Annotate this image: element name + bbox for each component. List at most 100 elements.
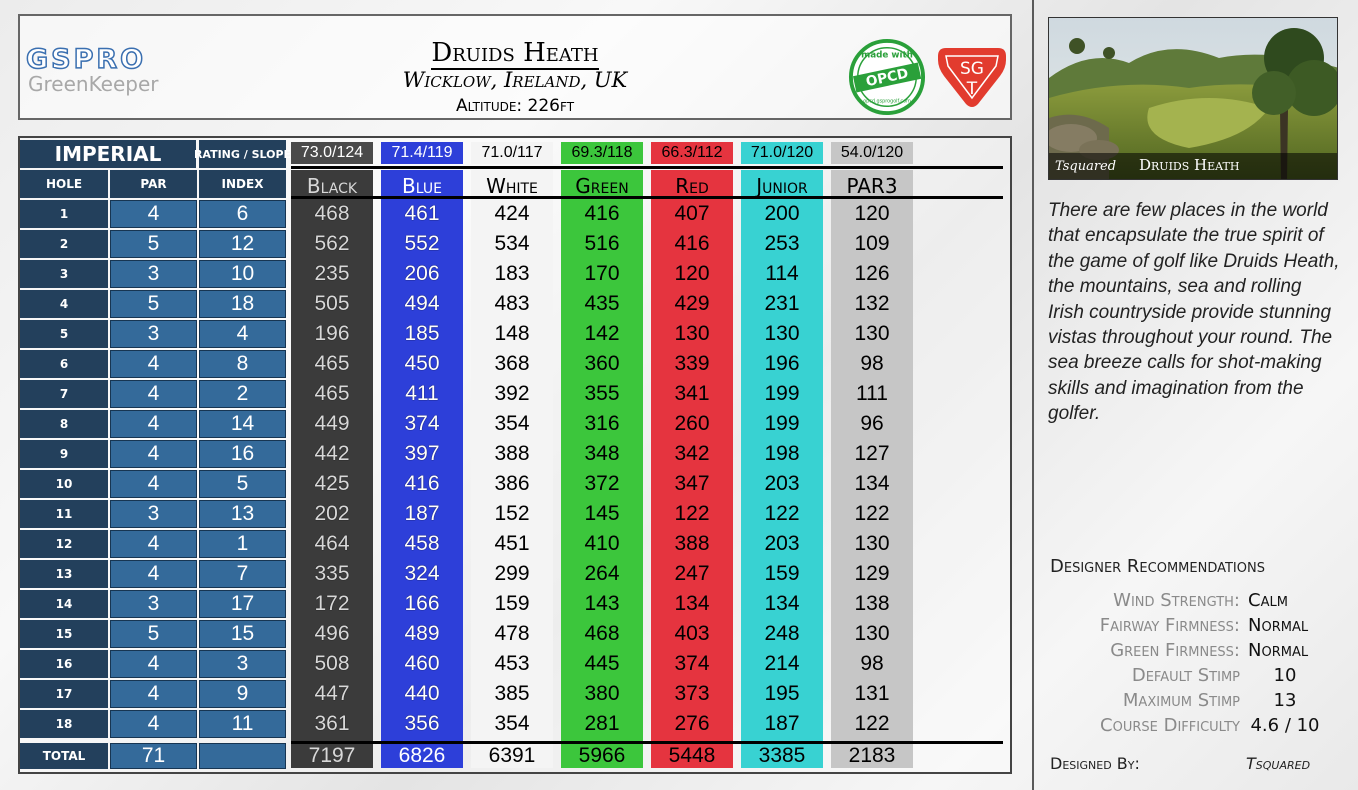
- tee-column-par3: [831, 170, 913, 768]
- hole-number-cell: 18: [20, 710, 108, 738]
- recommendation-label: Fairway Firmness:: [1099, 615, 1240, 636]
- gspro-logo: GSPRO: [25, 43, 147, 76]
- opcd-top-text: made with: [861, 51, 913, 61]
- yardage-cell: 111: [856, 382, 888, 405]
- yardage-cell: 198: [764, 442, 800, 465]
- tee-rating-red: 66.3/112: [651, 142, 733, 164]
- par-cell: 3: [110, 590, 197, 618]
- yardage-cell: 453: [494, 652, 530, 675]
- yardage-cell: 460: [404, 652, 440, 675]
- yardage-total-cell: 5966: [578, 744, 626, 767]
- yardage-cell: 416: [674, 232, 710, 255]
- hole-number-cell: 2: [20, 230, 108, 258]
- yardage-total-cell: 6391: [488, 744, 536, 767]
- tee-name-red: Red: [675, 174, 709, 198]
- index-cell: 13: [199, 500, 286, 528]
- yardage-cell: 130: [764, 322, 800, 345]
- photo-caption-bar: [1049, 153, 1337, 179]
- yardage-cell: 231: [764, 292, 800, 315]
- sgt-sub-text: T: [966, 79, 978, 99]
- yardage-cell: 134: [854, 472, 890, 495]
- tee-rating-blue: 71.4/119: [381, 142, 463, 164]
- par-cell: 3: [110, 260, 197, 288]
- yardage-cell: 407: [674, 202, 710, 225]
- yardage-cell: 122: [854, 712, 890, 735]
- yardage-cell: 347: [674, 472, 710, 495]
- yardage-cell: 435: [584, 292, 620, 315]
- hole-number-cell: 4: [20, 290, 108, 318]
- yardage-cell: 247: [674, 562, 710, 585]
- yardage-cell: 451: [494, 532, 530, 555]
- tee-name-junior: Junior: [756, 174, 808, 198]
- yardage-cell: 172: [314, 592, 350, 615]
- tee-column-green: [561, 170, 643, 768]
- yardage-cell: 203: [764, 532, 800, 555]
- yardage-total-cell: 5448: [668, 744, 716, 767]
- table-rule: [291, 196, 1003, 199]
- recommendation-value: Calm: [1248, 590, 1288, 611]
- hole-number-cell: 14: [20, 590, 108, 618]
- yardage-cell: 461: [404, 202, 440, 225]
- par-cell: 5: [110, 230, 197, 258]
- yardage-cell: 445: [584, 652, 620, 675]
- hole-number-cell: 17: [20, 680, 108, 708]
- yardage-cell: 324: [404, 562, 440, 585]
- recommendation-label: Maximum Stimp: [1122, 690, 1240, 711]
- yardage-cell: 341: [674, 382, 710, 405]
- hole-number-cell: 6: [20, 350, 108, 378]
- yardage-cell: 114: [765, 262, 799, 285]
- yardage-cell: 388: [674, 532, 710, 555]
- par-cell: 5: [110, 290, 197, 318]
- recommendation-row: Fairway Firmness: Normal: [1050, 615, 1340, 640]
- yardage-cell: 416: [404, 472, 440, 495]
- yardage-cell: 202: [314, 502, 350, 525]
- hole-number-cell: 13: [20, 560, 108, 588]
- table-rule: [291, 166, 1003, 169]
- yardage-cell: 122: [674, 502, 710, 525]
- greenkeeper-label: GreenKeeper: [28, 72, 159, 96]
- recommendations-title: Designer Recommendations: [1050, 556, 1265, 577]
- recommendation-row: Maximum Stimp 13: [1050, 690, 1340, 715]
- recommendation-value: 4.6 / 10: [1250, 715, 1320, 736]
- tee-column-junior: [741, 170, 823, 768]
- recommendation-row: Default Stimp 10: [1050, 665, 1340, 690]
- yardage-total-cell: 3385: [758, 744, 806, 767]
- yardage-cell: 496: [314, 622, 350, 645]
- hole-number-cell: 8: [20, 410, 108, 438]
- yardage-cell: 468: [314, 202, 350, 225]
- hole-number-cell: 11: [20, 500, 108, 528]
- yardage-cell: 373: [674, 682, 710, 705]
- index-cell: 14: [199, 410, 286, 438]
- yardage-cell: 127: [854, 442, 890, 465]
- yardage-cell: 374: [674, 652, 710, 675]
- yardage-cell: 264: [584, 562, 620, 585]
- yardage-cell: 166: [404, 592, 440, 615]
- index-cell: 1: [199, 530, 286, 558]
- index-column-header: INDEX: [199, 170, 286, 198]
- yardage-cell: 159: [764, 562, 800, 585]
- yardage-cell: 187: [764, 712, 800, 735]
- recommendation-value: 13: [1273, 690, 1297, 711]
- recommendation-value: 10: [1273, 665, 1297, 686]
- total-par-cell: 71: [110, 743, 197, 769]
- yardage-cell: 145: [584, 502, 620, 525]
- tee-rating-par3: 54.0/120: [831, 142, 913, 164]
- sgt-logo-icon: SG T: [938, 48, 1006, 107]
- yardage-cell: 356: [404, 712, 440, 735]
- yardage-cell: 447: [314, 682, 350, 705]
- hole-number-cell: 5: [20, 320, 108, 348]
- yardage-cell: 392: [494, 382, 530, 405]
- yardage-cell: 183: [494, 262, 530, 285]
- tee-rating-black: 73.0/124: [291, 142, 373, 164]
- yardage-cell: 505: [314, 292, 350, 315]
- yardage-cell: 464: [314, 532, 350, 555]
- par-cell: 4: [110, 350, 197, 378]
- index-cell: 2: [199, 380, 286, 408]
- index-cell: 12: [199, 230, 286, 258]
- index-cell: 11: [199, 710, 286, 738]
- yardage-cell: 96: [860, 412, 884, 435]
- yardage-cell: 361: [314, 712, 350, 735]
- par-cell: 4: [110, 440, 197, 468]
- tee-rating-white: 71.0/117: [471, 142, 553, 164]
- yardage-cell: 534: [494, 232, 530, 255]
